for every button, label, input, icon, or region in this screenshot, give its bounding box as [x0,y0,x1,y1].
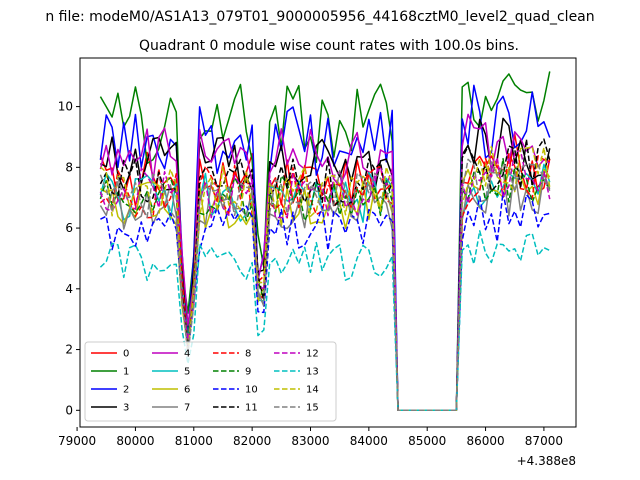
series-line-13 [99,230,551,412]
x-axis: 79000 80000 81000 82000 83000 84000 85000 86000… [58,427,563,448]
series-line-11 [99,138,551,412]
legend-label-4: 4 [184,349,190,360]
y-tick-label: 2 [65,343,73,357]
x-tick-label: 82000 [233,434,271,448]
legend-label-7: 7 [184,403,190,414]
series-line-4 [99,113,551,412]
series-line-10 [100,191,550,412]
series-line-7 [99,168,551,412]
plot-frame [79,57,577,428]
legend-label-15: 15 [306,403,319,414]
figure-suptitle: n file: modeM0/AS1A13_079T01_9000005956_… [45,9,594,25]
y-tick-label: 4 [65,282,73,296]
series-line-14 [99,145,551,412]
x-tick-label: 79000 [58,434,96,448]
legend-label-14: 14 [306,385,319,396]
legend-label-1: 1 [123,367,129,378]
legend-label-12: 12 [306,349,319,360]
x-axis-offset-label: +4.388e8 [517,454,576,468]
legend-label-5: 5 [184,367,190,378]
x-tick-label: 80000 [116,434,154,448]
x-tick-label: 84000 [350,434,388,448]
legend-label-3: 3 [123,403,129,414]
series-line-6 [100,162,551,412]
legend-label-6: 6 [184,385,190,396]
legend-box [84,341,337,422]
series-line-9 [99,157,551,412]
x-tick-label: 85000 [408,434,446,448]
y-axis: 0 2 4 6 8 10 [58,100,80,417]
series-line-3 [100,117,551,412]
y-tick-label: 6 [65,221,73,235]
legend-label-11: 11 [245,403,258,414]
legend-label-9: 9 [245,367,251,378]
legend-label-10: 10 [245,385,258,396]
x-tick-label: 86000 [466,434,504,448]
series-line-1 [99,71,551,412]
series-line-5 [99,163,551,412]
series-line-2 [99,84,551,412]
legend-label-13: 13 [306,367,319,378]
legend-label-8: 8 [245,349,251,360]
y-tick-label: 10 [58,100,73,114]
series-layer [99,71,551,412]
legend-label-0: 0 [123,349,129,360]
y-tick-label: 0 [65,403,73,417]
x-tick-label: 83000 [291,434,329,448]
x-tick-label: 81000 [175,434,213,448]
chart-title: Quadrant 0 module wise count rates with … [139,38,519,54]
legend-label-2: 2 [123,385,129,396]
x-tick-label: 87000 [525,434,563,448]
y-tick-label: 8 [65,160,73,174]
